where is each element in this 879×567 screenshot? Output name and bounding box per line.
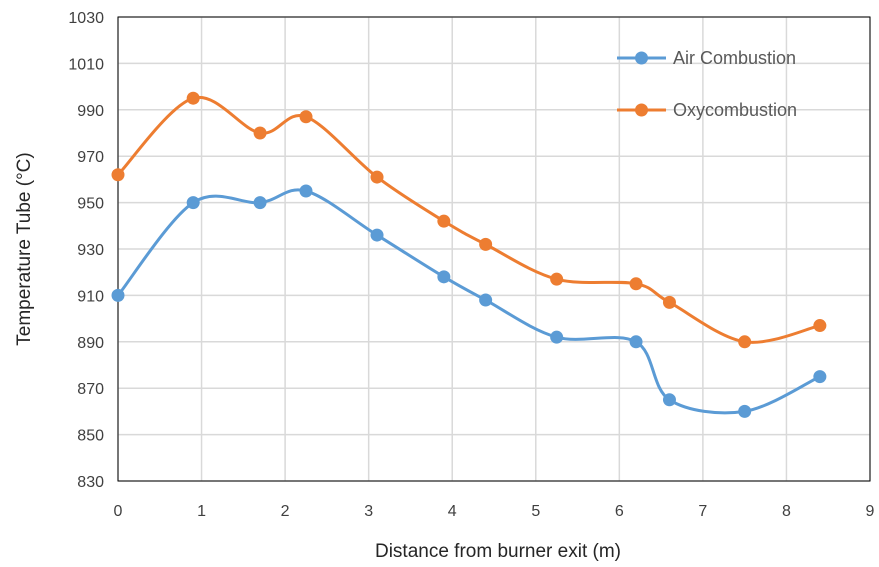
- y-tick-label: 990: [77, 103, 104, 120]
- x-tick-label: 7: [698, 503, 707, 520]
- data-point: [253, 196, 267, 210]
- y-tick-label: 970: [77, 149, 104, 166]
- plot-area-frame: [117, 16, 871, 482]
- data-point: [813, 319, 827, 333]
- y-axis-title: Temperature Tube (°C): [14, 152, 35, 345]
- data-point: [111, 168, 125, 182]
- x-axis-tick-labels: 0 1 2 3 4 5 6 7 8 9: [114, 503, 875, 520]
- x-tick-label: 3: [364, 503, 373, 520]
- data-point: [111, 288, 125, 302]
- x-tick-label: 0: [114, 503, 123, 520]
- data-point: [629, 335, 643, 349]
- y-tick-label: 950: [77, 196, 104, 213]
- x-tick-label: 6: [615, 503, 624, 520]
- y-tick-label: 1010: [68, 56, 104, 73]
- series-line: [116, 188, 822, 415]
- x-tick-label: 8: [782, 503, 791, 520]
- y-tick-label: 910: [77, 288, 104, 305]
- x-tick-label: 4: [448, 503, 457, 520]
- legend-label: Oxycombustion: [673, 100, 797, 120]
- data-point: [253, 126, 267, 140]
- y-axis-tick-labels: 830 850 870 890 910 930 950 970 990 1010 1030: [68, 10, 104, 491]
- data-point: [370, 170, 384, 184]
- x-tick-label: 5: [531, 503, 540, 520]
- x-axis-title: Distance from burner exit (m): [375, 541, 621, 562]
- series-1: [111, 184, 827, 418]
- data-point: [629, 277, 643, 291]
- y-tick-label: 1030: [68, 10, 104, 27]
- data-point: [662, 295, 676, 309]
- data-point: [550, 330, 564, 344]
- data-point: [550, 272, 564, 286]
- x-tick-label: 1: [197, 503, 206, 520]
- legend-label: Air Combustion: [673, 48, 796, 68]
- legend-swatch-marker: [635, 103, 648, 117]
- series-2: [111, 91, 827, 349]
- y-tick-label: 930: [77, 242, 104, 259]
- legend-item: Air Combustion: [617, 48, 796, 68]
- series-layer: [111, 91, 827, 418]
- data-point: [437, 270, 451, 284]
- y-tick-label: 890: [77, 335, 104, 352]
- legend: Air Combustion Oxycombustion: [617, 48, 797, 120]
- data-point: [738, 404, 752, 418]
- data-point: [662, 393, 676, 407]
- data-point: [437, 214, 451, 228]
- data-point: [479, 293, 493, 307]
- y-tick-label: 850: [77, 428, 104, 445]
- x-tick-label: 9: [866, 503, 875, 520]
- series-line: [116, 95, 822, 344]
- y-tick-label: 830: [77, 474, 104, 491]
- data-point: [299, 110, 313, 124]
- data-point: [370, 228, 384, 242]
- data-point: [813, 370, 827, 384]
- y-tick-label: 870: [77, 381, 104, 398]
- x-tick-label: 2: [281, 503, 290, 520]
- legend-swatch-marker: [635, 51, 648, 65]
- data-point: [186, 91, 200, 105]
- legend-item: Oxycombustion: [617, 100, 797, 120]
- data-point: [186, 196, 200, 210]
- data-point: [479, 237, 493, 251]
- data-point: [299, 184, 313, 198]
- data-point: [738, 335, 752, 349]
